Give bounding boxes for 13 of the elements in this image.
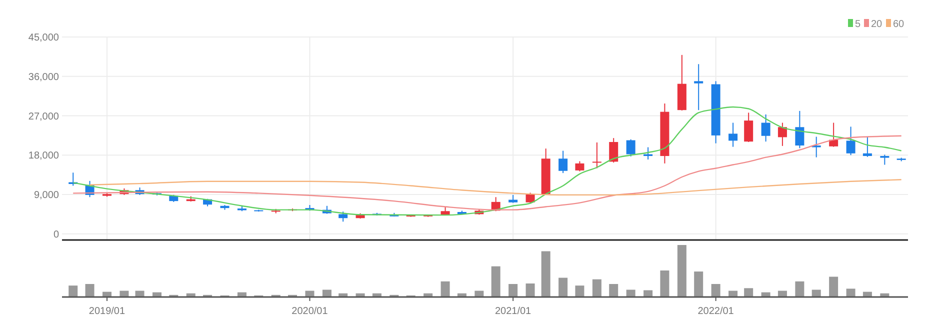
legend-label: 5 [855, 19, 861, 30]
y-tick-label: 45,000 [28, 32, 60, 44]
x-tick-label: 2021/01 [494, 306, 532, 317]
y-tick-label: 0 [53, 229, 60, 240]
y-tick-label: 27,000 [28, 111, 60, 122]
x-tick-label: 2019/01 [88, 306, 126, 317]
y-tick-label: 18,000 [28, 150, 60, 162]
x-tick-label: 2020/01 [292, 306, 328, 317]
x-tick-label: 2022/01 [698, 306, 734, 317]
y-tick-label: 36,000 [28, 72, 60, 83]
legend-label: 60 [893, 19, 905, 30]
y-tick-label: 9,000 [34, 190, 60, 201]
legend-label: 20 [871, 19, 883, 30]
